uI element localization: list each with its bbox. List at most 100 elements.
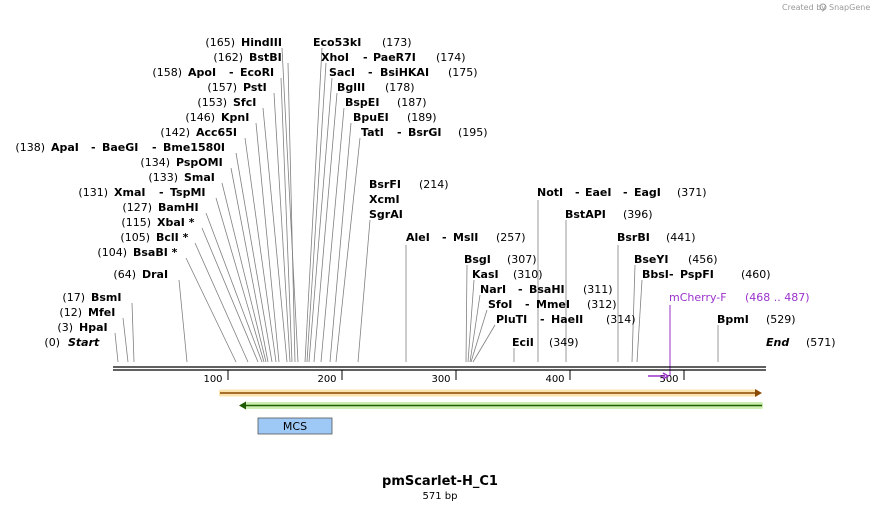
- mcs-label: MCS: [283, 420, 307, 433]
- site-name-smai[interactable]: SmaI: [184, 171, 215, 184]
- site-name-tati[interactable]: TatI: [361, 126, 384, 139]
- site-name-kpni[interactable]: KpnI: [221, 111, 249, 124]
- site-name-mfei[interactable]: MfeI: [88, 306, 115, 319]
- site-name-xhoi[interactable]: XhoI: [321, 51, 349, 64]
- site-name-sfoi[interactable]: SfoI: [488, 298, 512, 311]
- leader-xmai: [215, 197, 265, 363]
- site-pos-bamhi: (127): [122, 201, 152, 214]
- leader-pluti: [472, 324, 496, 363]
- site-name-hindiii[interactable]: HindIII: [241, 36, 282, 49]
- site-name-msli[interactable]: MslI: [453, 231, 478, 244]
- site-pos-pluti: (314): [606, 313, 636, 326]
- site-name-saci[interactable]: SacI: [329, 66, 355, 79]
- site-pos-bsrbi: (441): [666, 231, 696, 244]
- site-name-bstbi[interactable]: BstBI: [249, 51, 282, 64]
- site-pos-ecii: (349): [549, 336, 579, 349]
- site-name-bsrgi[interactable]: BsrGI: [408, 126, 441, 139]
- site-sep: -: [518, 283, 523, 296]
- leader-hindiii: [281, 47, 299, 363]
- snapgene-brand: SnapGene: [829, 3, 870, 12]
- site-pos-alei: (257): [496, 231, 526, 244]
- leader-sfci: [262, 107, 288, 363]
- site-name-baegi[interactable]: BaeGI: [102, 141, 138, 154]
- site-sep: -: [623, 186, 628, 199]
- site-name-pspfi[interactable]: PspFI: [680, 268, 714, 281]
- site-name-paer7i[interactable]: PaeR7I: [373, 51, 416, 64]
- site-name-xcmi[interactable]: XcmI: [369, 193, 400, 206]
- site-name-haeii[interactable]: HaeII: [551, 313, 583, 326]
- mcherry-primer-arrow[interactable]: [648, 372, 670, 380]
- site-name-psti[interactable]: PstI: [243, 81, 267, 94]
- site-name-apoi[interactable]: ApoI: [188, 66, 216, 79]
- site-pos-hpai: (3): [57, 321, 73, 334]
- created-by-text: Created by: [782, 3, 826, 12]
- leader-sfoi: [470, 309, 488, 363]
- site-sep: -: [91, 141, 96, 154]
- site-pos-apoi: (158): [152, 66, 182, 79]
- site-pos-kpni: (146): [185, 111, 215, 124]
- site-pos-drai: (64): [113, 268, 136, 281]
- site-pos-xbai: (115): [121, 216, 151, 229]
- site-name-tspmi[interactable]: TspMI: [170, 186, 206, 199]
- site-name-pluti[interactable]: PluTI: [496, 313, 527, 326]
- site-name-eaei[interactable]: EaeI: [585, 186, 612, 199]
- orange-forward-feature-arrow[interactable]: [219, 389, 762, 397]
- leader-acc65i: [244, 137, 277, 363]
- site-pos-sfci: (153): [197, 96, 227, 109]
- site-name-ecii[interactable]: EciI: [512, 336, 534, 349]
- mcherry-feature-label[interactable]: mCherry-F: [669, 291, 727, 304]
- start-label: Start: [68, 336, 100, 349]
- site-name-kasi[interactable]: KasI: [472, 268, 499, 281]
- site-name-apai[interactable]: ApaI: [51, 141, 79, 154]
- site-name-bcli[interactable]: BclI *: [156, 231, 189, 244]
- leader-lines: [114, 47, 719, 363]
- site-name-mmei[interactable]: MmeI: [536, 298, 570, 311]
- site-name-bsabi[interactable]: BsaBI *: [133, 246, 178, 259]
- site-name-noti[interactable]: NotI: [537, 186, 563, 199]
- site-name-bstapi[interactable]: BstAPI: [565, 208, 606, 221]
- leader-bseyi: [631, 264, 636, 363]
- site-name-sfci[interactable]: SfcI: [233, 96, 256, 109]
- site-name-drai[interactable]: DraI: [142, 268, 168, 281]
- leader-mfei: [122, 317, 129, 363]
- site-name-bpuei[interactable]: BpuEI: [353, 111, 389, 124]
- site-pos-smai: (133): [148, 171, 178, 184]
- leader-psti: [273, 92, 291, 363]
- site-name-bsrfi[interactable]: BsrFI: [369, 178, 401, 191]
- site-pos-bglii: (178): [385, 81, 415, 94]
- end-label: End: [766, 336, 789, 349]
- site-pos-tati: (195): [458, 126, 488, 139]
- leader-xhoi: [306, 62, 327, 363]
- site-name-bsgi[interactable]: BsgI: [464, 253, 491, 266]
- site-name-bsmi[interactable]: BsmI: [91, 291, 122, 304]
- site-name-acc65i[interactable]: Acc65I: [196, 126, 237, 139]
- leader-xbai: [201, 227, 259, 363]
- site-name-eagi[interactable]: EagI: [634, 186, 661, 199]
- site-name-sgrai[interactable]: SgrAI: [369, 208, 403, 221]
- ruler-tick-200: 200: [317, 374, 336, 385]
- site-name-xbai[interactable]: XbaI *: [157, 216, 195, 229]
- site-name-bglii[interactable]: BglII: [337, 81, 365, 94]
- site-name-bamhi[interactable]: BamHI: [158, 201, 199, 214]
- site-name-bbsi[interactable]: BbsI: [642, 268, 669, 281]
- site-name-bsrbi[interactable]: BsrBI: [617, 231, 650, 244]
- site-name-xmai[interactable]: XmaI: [114, 186, 145, 199]
- site-name-alei[interactable]: AleI: [406, 231, 430, 244]
- site-name-bpmi[interactable]: BpmI: [717, 313, 749, 326]
- site-name-bme1580i[interactable]: Bme1580I: [163, 141, 225, 154]
- site-name-bsihkai[interactable]: BsiHKAI: [380, 66, 429, 79]
- site-name-bspei[interactable]: BspEI: [345, 96, 379, 109]
- site-pos-xmai: (131): [78, 186, 108, 199]
- site-name-eco53ki[interactable]: Eco53kI: [313, 36, 361, 49]
- site-name-nari[interactable]: NarI: [480, 283, 506, 296]
- mcs-feature-box[interactable]: MCS: [257, 417, 333, 435]
- site-pos-psti: (157): [207, 81, 237, 94]
- site-name-hpai[interactable]: HpaI: [79, 321, 108, 334]
- site-name-pspomi[interactable]: PspOMI: [176, 156, 223, 169]
- site-sep: -: [575, 186, 580, 199]
- site-name-ecori[interactable]: EcoRI: [240, 66, 274, 79]
- site-name-bseyi[interactable]: BseYI: [634, 253, 668, 266]
- leader-smai: [221, 182, 267, 363]
- green-reverse-feature-arrow[interactable]: [239, 401, 763, 410]
- site-name-bsahi[interactable]: BsaHI: [529, 283, 565, 296]
